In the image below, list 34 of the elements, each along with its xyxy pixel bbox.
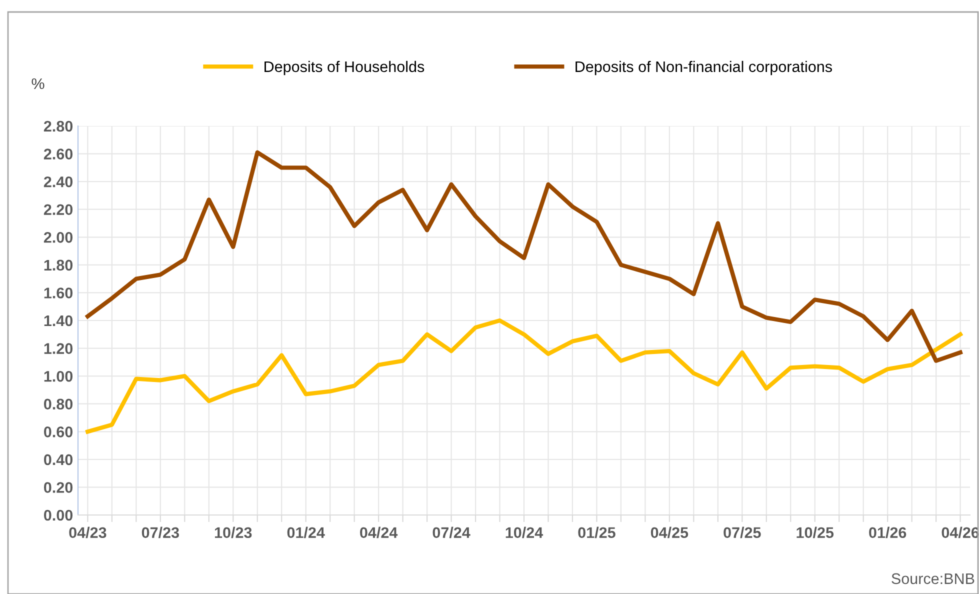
y-tick-label: 2.00 xyxy=(44,232,73,243)
legend-label: Deposits of Non-financial corporations xyxy=(576,60,832,76)
x-tick-label: 04/26 xyxy=(942,526,979,538)
y-tick-label: 2.80 xyxy=(44,120,73,132)
y-tick-label: 2.60 xyxy=(44,148,73,160)
y-tick-label: 1.80 xyxy=(44,260,73,271)
x-tick-label: 01/24 xyxy=(287,526,325,538)
source-note: Source:BNB xyxy=(892,573,974,584)
x-tick-label: 04/24 xyxy=(360,526,398,538)
y-tick-label: 2.40 xyxy=(44,176,73,188)
x-tick-label: 01/25 xyxy=(578,526,616,538)
y-tick-label: 1.20 xyxy=(44,343,73,354)
y-axis-title: % xyxy=(32,78,44,90)
line-series xyxy=(86,150,962,363)
x-tick-label: 04/25 xyxy=(650,526,688,538)
y-tick-label: 0.60 xyxy=(44,426,73,438)
y-tick-label: 1.60 xyxy=(44,288,73,298)
y-tick-label: 0.20 xyxy=(44,482,73,493)
x-tick-label: 10/25 xyxy=(796,526,834,538)
y-tick-label: 1.40 xyxy=(44,315,73,326)
y-tick-label: 0.80 xyxy=(44,398,73,410)
x-tick-label: 10/23 xyxy=(214,526,252,538)
y-tick-label: 0.40 xyxy=(44,454,73,466)
y-tick-label: 1.00 xyxy=(44,370,73,382)
y-tick-label: 2.20 xyxy=(44,204,73,216)
legend-label: Deposits of Households xyxy=(264,60,424,76)
x-tick-label: 07/24 xyxy=(432,526,470,538)
y-tick-label: 0.00 xyxy=(44,510,73,521)
x-tick-label: 10/24 xyxy=(506,526,544,538)
x-tick-label: 01/26 xyxy=(869,526,906,538)
line-series xyxy=(86,318,962,434)
x-tick-label: 07/25 xyxy=(724,526,761,538)
x-tick-label: 07/23 xyxy=(142,526,179,538)
x-tick-label: 04/23 xyxy=(69,526,106,538)
